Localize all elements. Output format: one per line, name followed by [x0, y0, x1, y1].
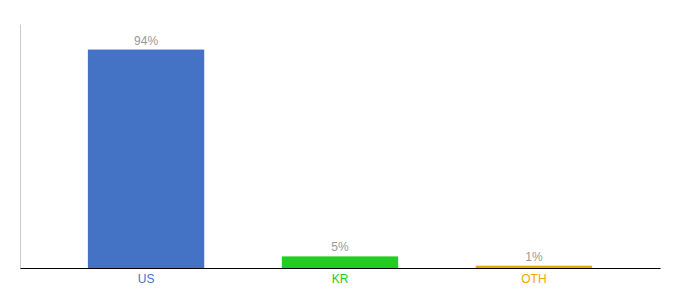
y-axis-line [20, 25, 21, 269]
x-axis-line [21, 268, 661, 269]
data-labels: 94% 5% 1% [134, 34, 543, 264]
x-tick: KR [332, 272, 349, 286]
data-label: 5% [331, 240, 349, 254]
data-label: 94% [134, 34, 158, 48]
y-axis [20, 25, 21, 269]
x-axis: US KR OTH [21, 269, 661, 286]
x-tick: OTH [521, 272, 546, 286]
x-tick-label: US [138, 272, 155, 286]
x-tick: US [138, 272, 155, 286]
plot: US KR OTH 94% 5% 1% [21, 25, 661, 286]
data-label: 1% [525, 250, 543, 264]
x-tick-label: KR [332, 272, 349, 286]
chart: US KR OTH 94% 5% 1% [0, 0, 680, 300]
bar [282, 256, 398, 268]
bar [476, 266, 592, 268]
bars [88, 50, 592, 268]
bar [88, 50, 204, 268]
x-tick-label: OTH [521, 272, 546, 286]
